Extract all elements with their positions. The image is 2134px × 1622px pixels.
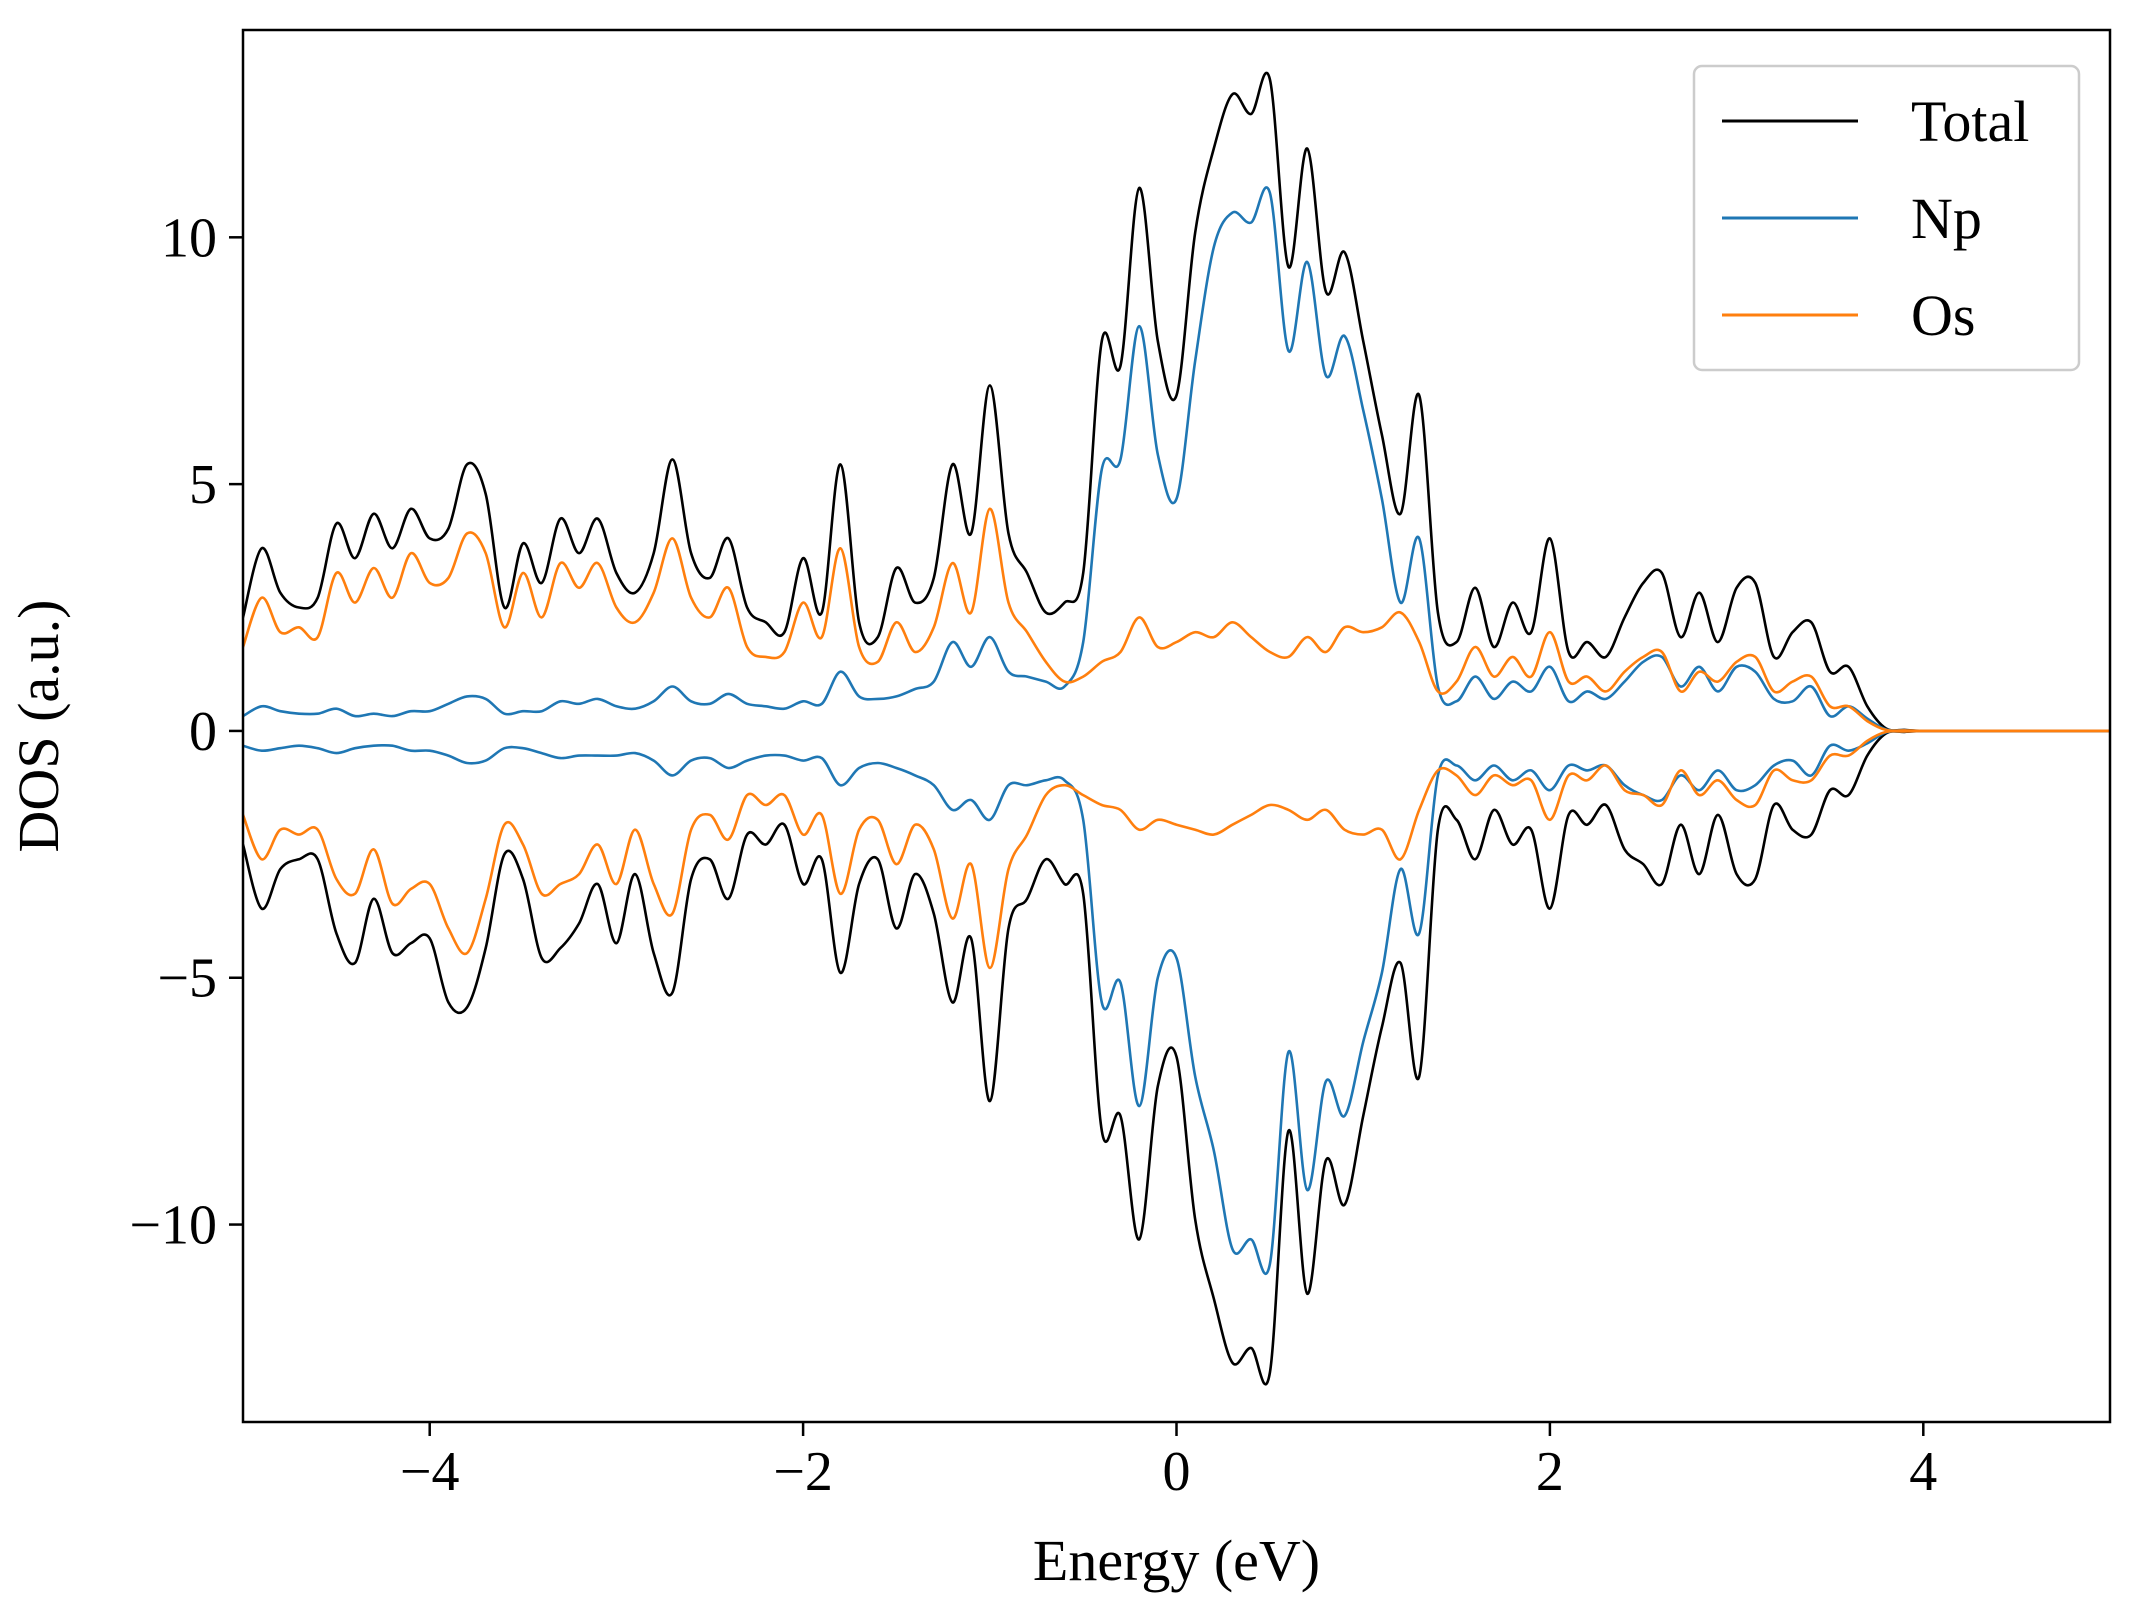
legend-label-total: Total <box>1911 89 2029 154</box>
y-tick-label: −5 <box>157 948 217 1010</box>
x-tick-label: 4 <box>1909 1441 1937 1503</box>
series-line-total-spin-up <box>243 71 2110 733</box>
series-line-np-spin-up <box>243 186 2110 733</box>
legend: Total Np Os <box>1692 64 2081 372</box>
series-line-total-spin-down <box>243 729 2110 1386</box>
y-tick-label: 5 <box>189 454 217 516</box>
y-axis-ticks: −10 −5 0 5 10 <box>129 207 243 1257</box>
y-axis-label: DOS (a.u.) <box>6 600 71 853</box>
legend-label-os: Os <box>1911 283 1975 348</box>
series-line-os-spin-up <box>243 507 2110 733</box>
x-tick-label: −2 <box>773 1441 833 1503</box>
y-tick-label: 10 <box>161 207 217 269</box>
y-tick-label: 0 <box>189 701 217 763</box>
x-axis-ticks: −4 −2 0 2 4 <box>400 1422 1937 1503</box>
x-tick-label: −4 <box>400 1441 460 1503</box>
y-tick-label: −10 <box>129 1195 217 1257</box>
x-tick-label: 2 <box>1536 1441 1564 1503</box>
series-line-os-spin-down <box>243 729 2110 970</box>
x-tick-label: 0 <box>1163 1441 1191 1503</box>
series-line-np-spin-down <box>243 729 2110 1275</box>
legend-label-np: Np <box>1911 186 1982 251</box>
x-axis-label: Energy (eV) <box>1033 1528 1320 1593</box>
legend-box <box>1692 64 2081 372</box>
